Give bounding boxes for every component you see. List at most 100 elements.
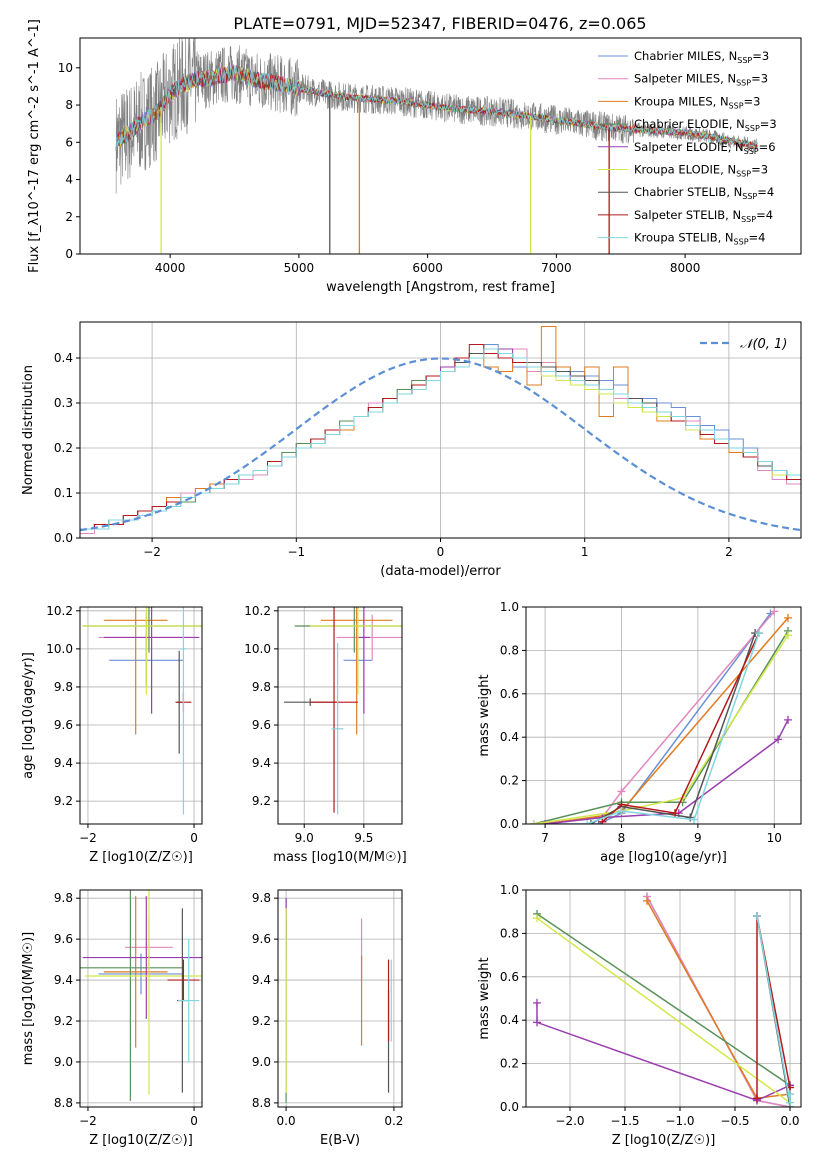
mass_weight_vs_Z-marker-4-1	[533, 1018, 541, 1027]
age_vs_Z-xlabel: Z [log10(Z/Z☉)]	[89, 850, 193, 865]
residuals-ytick-label: 0.1	[54, 486, 73, 500]
mass_weight_vs_age-marker-2-3	[784, 613, 793, 622]
residuals-ylabel: Normed distribution	[21, 365, 36, 495]
mass_vs_Z-frame	[79, 889, 203, 1108]
age_vs_Z-ytick-label: 9.8	[54, 680, 73, 694]
mass_weight_vs_Z-ytick-label: 1.0	[500, 883, 519, 897]
mass_vs_Z-ylabel: mass [log10(M/M☉)]	[21, 932, 36, 1065]
residuals-ytick-label: 0.0	[54, 531, 73, 545]
mass_weight_vs_age-marker-8-2	[690, 815, 699, 824]
mass_vs_Z-ytick-label: 9.0	[54, 1055, 73, 1069]
legend-label-4: Salpeter ELODIE, NSSP=6	[634, 140, 776, 156]
residuals-xtick-label: 1	[581, 545, 589, 559]
age_vs_mass-panel: 9.0 9.5 9.2 9.4 9.6 9.8 10.0 10.2 mass [log10(M/…	[244, 604, 406, 865]
mass_weight_vs_age-marker-1-2	[617, 787, 626, 796]
mass_weight_vs_age-xtick-label: 8	[618, 831, 626, 845]
mass_weight_vs_Z-frame	[525, 889, 802, 1108]
age_vs_Z-ytick-label: 9.2	[54, 794, 73, 808]
residuals-xtick-label: 2	[725, 545, 733, 559]
mass_weight_vs_age-marker-6-0	[586, 820, 595, 824]
spectrum-legend: Chabrier MILES, NSSP=3 Salpeter MILES, NS…	[598, 49, 777, 247]
mass_weight_vs_Z-ylabel: mass weight	[477, 957, 492, 1039]
mass_weight_vs_Z-xtick-label: −2.0	[555, 1114, 584, 1128]
spectrum-xtick-label: 7000	[541, 261, 572, 275]
mass_weight_vs_Z-xtick-label: −1.5	[610, 1114, 639, 1128]
legend-label-7: Salpeter STELIB, NSSP=4	[634, 208, 773, 224]
spectrum-ytick-label: 6	[65, 135, 73, 149]
mass_weight_vs_Z-line-4	[536, 1002, 791, 1102]
figure-title: PLATE=0791, MJD=52347, FIBERID=0476, z=0…	[233, 14, 646, 33]
mass_weight_vs_age-marker-4-0	[541, 820, 550, 824]
mass_weight_vs_age-marker-8-1	[617, 806, 626, 815]
residuals-xtick-label: −1	[287, 545, 305, 559]
age_vs_Z-ylabel: age [log10(age/yr)]	[21, 652, 36, 779]
mass_weight_vs_Z-line-0	[646, 896, 791, 1107]
age_vs_mass-ytick-label: 9.2	[252, 794, 271, 808]
age_vs_Z-frame	[79, 606, 203, 825]
spectrum-ytick-label: 2	[65, 210, 73, 224]
legend-label-8: Kroupa STELIB, NSSP=4	[634, 231, 765, 247]
age_vs_Z-panel: −2 0 9.2 9.4 9.6 9.8 10.0 10.2 Z [log10(Z/Z☉)] ag…	[21, 604, 203, 865]
mass_weight_vs_age-ytick-label: 0.2	[500, 774, 519, 788]
mass_weight_vs_Z-marker-7-0	[753, 1094, 761, 1103]
mass_weight_vs_Z-marker-8-2	[786, 1089, 794, 1098]
mass_weight_vs_age-plot-area	[529, 607, 793, 824]
mass_vs_ebv-panel: 0.0 0.2 8.8 9.0 9.2 9.4 9.6 9.8 E(B-V)	[252, 889, 403, 1148]
spectrum-xtick-label: 4000	[155, 261, 186, 275]
spectrum-ylabel: Flux [f_λ10^-17 erg cm^-2 s^-1 A^-1]	[27, 19, 42, 273]
age_vs_mass-xtick-label: 9.0	[295, 831, 314, 845]
residual-histogram-8	[80, 348, 801, 538]
mass_weight_vs_Z-xtick-label: 0.0	[780, 1114, 799, 1128]
age_vs_Z-xtick-label: 0	[190, 831, 198, 845]
mass_weight_vs_Z-xlabel: Z [log10(Z/Z☉)]	[612, 1133, 716, 1148]
legend-label-5: Kroupa ELODIE, NSSP=3	[634, 163, 768, 179]
mass_weight_vs_age-xtick-label: 9	[694, 831, 702, 845]
age_vs_Z-ytick-label: 10.0	[46, 642, 73, 656]
normal-legend-label: 𝒩(0, 1)	[740, 337, 787, 352]
mass_vs_ebv-ytick-label: 9.2	[252, 1014, 271, 1028]
age_vs_Z-ytick-label: 9.4	[54, 756, 73, 770]
age_vs_mass-ytick-label: 10.2	[244, 604, 271, 618]
mass_weight_vs_Z-line-5	[536, 917, 791, 1104]
mass_weight_vs_age-marker-1-3	[770, 607, 779, 616]
mass_vs_Z-plot-area	[80, 890, 202, 1101]
normal-curve	[80, 357, 801, 532]
age_vs_Z-ytick-label: 10.2	[46, 604, 73, 618]
mass_vs_Z-xtick-label: −2	[79, 1114, 97, 1128]
mass_weight_vs_Z-xtick-label: −1.0	[665, 1114, 694, 1128]
mass_vs_Z-ytick-label: 8.8	[54, 1096, 73, 1110]
mass_weight_vs_Z-ytick-label: 0.6	[500, 970, 519, 984]
spectrum-panel: 4000 5000 6000 7000 8000 0 2 4 6 8 10 wavelength [A…	[27, 19, 802, 295]
age_vs_mass-ytick-label: 10.0	[244, 642, 271, 656]
residuals-xtick-label: 0	[437, 545, 445, 559]
legend-label-3: Chabrier ELODIE, NSSP=3	[634, 117, 777, 133]
residuals-ytick-label: 0.3	[54, 396, 73, 410]
mass_weight_vs_age-marker-8-3	[754, 629, 763, 638]
mass_weight_vs_age-xlabel: age [log10(age/yr)]	[600, 850, 727, 865]
age_vs_Z-plot-area	[82, 607, 202, 815]
mass_vs_ebv-ytick-label: 9.8	[252, 891, 271, 905]
mass_weight_vs_Z-line-3	[536, 913, 791, 1086]
mass_weight_vs_age-ytick-label: 1.0	[500, 600, 519, 614]
residuals-xtick-label: −2	[143, 545, 161, 559]
mass_weight_vs_age-xtick-label: 7	[541, 831, 549, 845]
legend-label-1: Salpeter MILES, NSSP=3	[634, 72, 768, 88]
mass_weight_vs_age-line-4	[545, 719, 789, 824]
mass_weight_vs_age-ytick-label: 0.6	[500, 687, 519, 701]
mass_vs_ebv-ytick-label: 8.8	[252, 1096, 271, 1110]
mass_weight_vs_age-marker-4-3	[774, 735, 783, 744]
mass_weight_vs_age-line-7	[601, 632, 760, 823]
mass_weight_vs_age-line-8	[586, 632, 760, 824]
age_vs_mass-ytick-label: 9.8	[252, 680, 271, 694]
mass_weight_vs_age-marker-4-4	[784, 715, 793, 724]
residuals-ytick-label: 0.2	[54, 441, 73, 455]
age_vs_Z-ytick-label: 9.6	[54, 718, 73, 732]
spectrum-ytick-label: 4	[65, 173, 73, 187]
mass_weight_vs_age-marker-7-0	[598, 817, 607, 824]
age_vs_mass-xtick-label: 9.5	[354, 831, 373, 845]
residuals-panel: −2 −1 0 1 2 0.0 0.1 0.2 0.3 0.4 (data-model)/error…	[21, 321, 802, 579]
age_vs_mass-plot-area	[283, 607, 402, 815]
spectrum-frame	[79, 37, 802, 255]
mass_weight_vs_age-panel: 7 8 9 10 0.0 0.2 0.4 0.6 0.8 1.0 age [log10(age/yr…	[477, 600, 802, 865]
